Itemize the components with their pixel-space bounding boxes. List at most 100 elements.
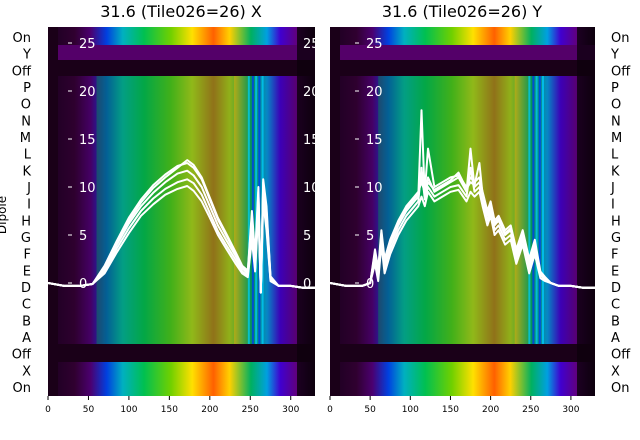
xtick-group-y: 0 50 100 150 200 250 300 (327, 396, 580, 415)
ytick-label: 20 (79, 85, 96, 100)
dipole-label: Off (611, 348, 631, 363)
y-axis-label: Dipole (0, 196, 9, 234)
dipole-label: J (26, 181, 31, 196)
ytick-label-right: 25 (303, 37, 320, 52)
ytick-label-right: 0 (303, 277, 311, 292)
dipole-label: I (27, 198, 31, 213)
chart-title-x: 31.6 (Tile026=26) X (100, 2, 262, 21)
dipole-label: Y (610, 48, 619, 63)
series-group-x (48, 159, 315, 294)
dipole-label: On (13, 381, 31, 396)
dipole-label: P (611, 81, 619, 96)
heatmap-row-bottom-on (330, 362, 595, 396)
dipole-label: D (611, 281, 621, 296)
ytick-label: 10 (366, 181, 383, 196)
ytick-label: 5 (366, 229, 374, 244)
xtick-label: 150 (161, 405, 178, 415)
series-line-5 (330, 162, 595, 289)
xtick-label: 250 (522, 405, 539, 415)
xtick-label: 0 (45, 405, 51, 415)
dipole-label: E (23, 264, 31, 279)
heatmap-x (48, 27, 315, 396)
ytick-group-y: 25 20 15 10 5 0 (355, 37, 383, 292)
dipole-label: D (21, 281, 31, 296)
ytick-label: 10 (79, 181, 96, 196)
dipole-label: M (20, 131, 31, 146)
heatmap-row-off-bottom (48, 344, 315, 362)
dipole-label: H (21, 214, 31, 229)
heatmap-band-centre (378, 76, 515, 344)
dipole-label: C (611, 298, 620, 313)
dipole-label: Off (12, 64, 32, 79)
xtick-group-x: 0 50 100 150 200 250 300 (45, 396, 300, 415)
dipole-label: On (611, 31, 629, 46)
xtick-label: 150 (442, 405, 459, 415)
heatmap-band-dipoles (330, 76, 595, 344)
ytick-group-x: 25 25 20 20 15 15 10 10 5 5 0 0 (68, 37, 320, 292)
ytick-label: 20 (366, 85, 383, 100)
xtick-label: 250 (242, 405, 259, 415)
dipole-label: J (610, 181, 615, 196)
dipole-label: F (24, 248, 31, 263)
dipole-label: K (611, 164, 620, 179)
heatmap-edge-left (330, 27, 340, 396)
dipole-label: Y (22, 48, 31, 63)
dipole-label: M (611, 131, 622, 146)
dipole-label: Off (611, 64, 631, 79)
heatmap-streak (528, 76, 531, 344)
ytick-label-right: 5 (303, 229, 311, 244)
xtick-label: 100 (402, 405, 419, 415)
dipole-label: G (611, 231, 621, 246)
xtick-label: 0 (327, 405, 333, 415)
dipole-label: O (611, 98, 621, 113)
dipole-label: P (23, 81, 31, 96)
xtick-label: 100 (120, 405, 137, 415)
series-group-y (330, 109, 595, 289)
heatmap-row-top-on (48, 27, 315, 45)
xtick-label: 300 (282, 405, 299, 415)
xtick-label: 200 (482, 405, 499, 415)
dipole-label: L (24, 148, 32, 163)
dipole-label: A (22, 331, 31, 346)
dipole-label: H (611, 214, 621, 229)
xtick-label: 300 (562, 405, 579, 415)
dipole-label: A (611, 331, 620, 346)
dipole-label: X (22, 364, 31, 379)
dipole-label: F (611, 248, 618, 263)
dipole-label: On (611, 381, 629, 396)
heatmap-streak (255, 76, 258, 344)
dipole-label: Off (12, 348, 32, 363)
ytick-label: 0 (366, 277, 374, 292)
heatmap-row-top-on (330, 27, 595, 45)
xtick-label: 200 (201, 405, 218, 415)
heatmap-edge-left (48, 27, 58, 396)
heatmap-edge-right (577, 27, 595, 396)
ytick-label-right: 10 (303, 181, 320, 196)
heatmap-streak (247, 76, 250, 344)
heatmap-y (330, 27, 595, 396)
heatmap-band-dipoles (48, 76, 315, 344)
xtick-label: 50 (83, 405, 95, 415)
dipole-label: O (21, 98, 31, 113)
heatmap-row-y (48, 45, 315, 60)
dipole-label: I (611, 198, 615, 213)
xtick-label: 50 (364, 405, 376, 415)
dipole-label: L (611, 148, 619, 163)
heatmap-streak (532, 76, 535, 344)
heatmap-edge-right (297, 27, 315, 396)
dipole-label: K (22, 164, 31, 179)
dipole-label: E (611, 264, 619, 279)
dipole-label: B (22, 314, 31, 329)
heatmap-row-bottom-on (48, 362, 315, 396)
series-line-4 (330, 188, 595, 289)
heatmap-streak (251, 76, 254, 344)
heatmap-row-y (330, 45, 595, 60)
heatmap-row-off-top (330, 60, 595, 76)
chart-title-y: 31.6 (Tile026=26) Y (382, 2, 543, 21)
dipole-label: B (611, 314, 620, 329)
ytick-label: 0 (79, 277, 87, 292)
